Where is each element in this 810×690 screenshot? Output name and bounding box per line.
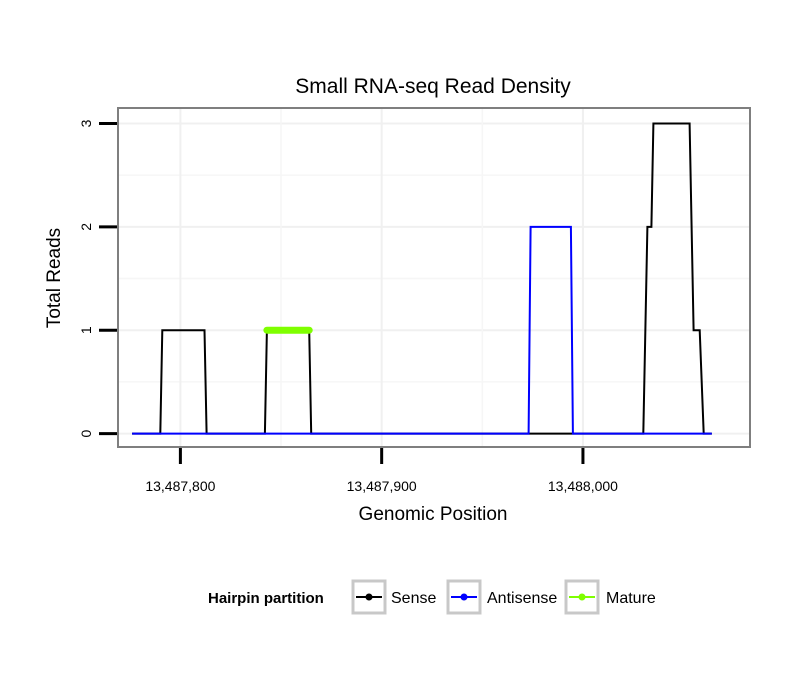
y-tick-label: 1 xyxy=(78,326,94,334)
y-tick-label: 2 xyxy=(78,223,94,231)
legend-dot-sense xyxy=(365,593,373,601)
x-axis-label: Genomic Position xyxy=(359,504,508,525)
axes: 13,487,800 13,487,900 13,488,000 0 1 2 3 xyxy=(78,119,618,494)
chart-title: Small RNA-seq Read Density xyxy=(295,75,571,98)
legend-label-sense: Sense xyxy=(391,590,436,607)
series-line-antisense xyxy=(132,225,712,435)
data-series xyxy=(132,122,712,435)
y-tick-label: 0 xyxy=(78,429,94,437)
legend-dot-mature xyxy=(578,593,586,601)
legend-label-antisense: Antisense xyxy=(487,590,557,607)
legend-label-mature: Mature xyxy=(606,590,656,607)
legend-title: Hairpin partition xyxy=(208,590,324,607)
grid-lines xyxy=(118,108,750,447)
legend-entry-mature: Mature xyxy=(564,579,656,615)
legend-entry-antisense: Antisense xyxy=(446,579,557,615)
legend: Hairpin partition Sense Antisense Mature xyxy=(208,579,656,615)
x-tick-label: 13,487,800 xyxy=(145,478,215,494)
x-tick-label: 13,487,900 xyxy=(347,478,417,494)
x-tick-label: 13,488,000 xyxy=(548,478,618,494)
y-axis-label: Total Reads xyxy=(44,228,65,328)
legend-entry-sense: Sense xyxy=(351,579,436,615)
legend-dot-antisense xyxy=(460,593,468,601)
plot-panel-border xyxy=(117,107,751,448)
y-tick-label: 3 xyxy=(78,119,94,127)
